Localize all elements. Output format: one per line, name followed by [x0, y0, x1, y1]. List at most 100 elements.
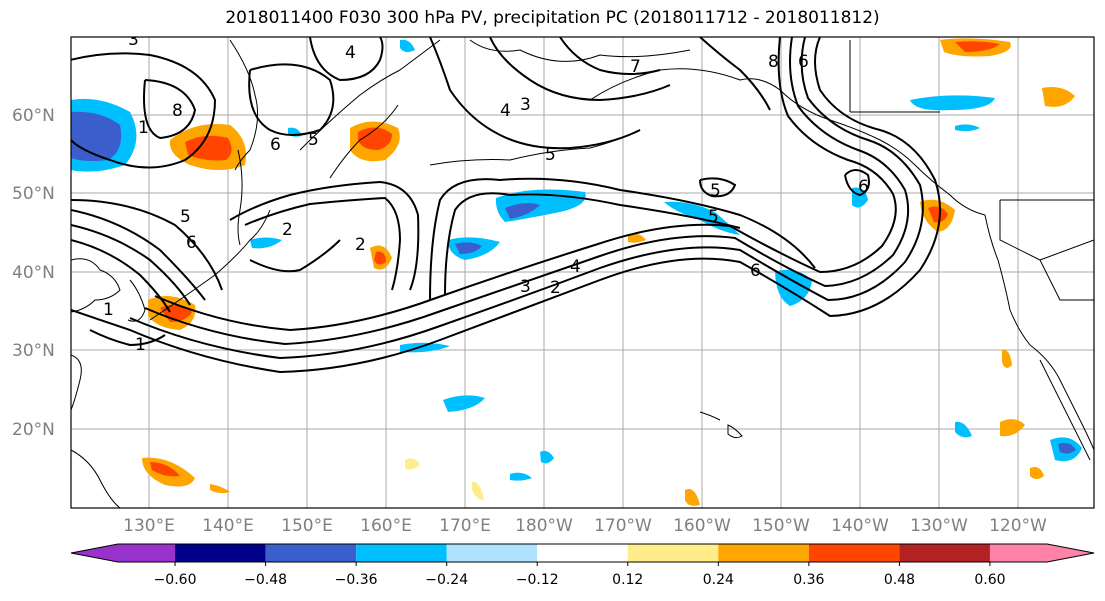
- colorbar-tick-label: 0.36: [793, 572, 824, 588]
- contour-label: 1: [103, 300, 114, 320]
- lon-label: 130°E: [123, 516, 175, 536]
- colorbar-segment: [175, 544, 266, 562]
- precip-negative-blob: [540, 450, 554, 464]
- contour-label: 5: [545, 145, 556, 165]
- lat-label: 50°N: [12, 184, 55, 204]
- contour-label: 6: [750, 261, 761, 281]
- russia-coastline: [229, 39, 259, 171]
- contour-label: 5: [180, 207, 191, 227]
- precip-positive-blob: [1030, 467, 1044, 479]
- precip-positive-core: [374, 251, 386, 265]
- colorbar-segment: [446, 544, 538, 562]
- lon-label: 160°E: [360, 516, 412, 536]
- precip-negative-blob: [250, 237, 282, 249]
- precip-positive-blob: [628, 233, 646, 243]
- precip-negative-blob: [510, 472, 532, 481]
- pv-contour: [444, 192, 741, 296]
- lat-label: 30°N: [12, 341, 55, 361]
- lat-label: 40°N: [12, 263, 55, 283]
- colorbar: −0.60 −0.48 −0.36 −0.24 −0.12 0.12 0.24 0.36 0.4…: [70, 543, 1095, 588]
- pv-contour: [429, 37, 641, 150]
- colorbar-tick-label: −0.36: [335, 572, 378, 588]
- pv-contour: [844, 169, 870, 197]
- precip-positive-blob: [210, 484, 230, 494]
- pv-contours: [71, 37, 941, 374]
- contour-label: 2: [550, 278, 561, 298]
- contour-label: 7: [630, 57, 641, 77]
- pv-contour: [71, 37, 941, 374]
- pv-contour: [309, 37, 384, 82]
- korea-coastline: [127, 279, 146, 322]
- pv-contour: [71, 224, 191, 306]
- pv-contour: [154, 37, 897, 332]
- pv-contour: [129, 37, 924, 360]
- kamchatka-coastline: [299, 69, 401, 151]
- contour-label: 1: [138, 118, 149, 138]
- precip-positive-core: [185, 135, 232, 161]
- asia-coastline: [71, 449, 121, 508]
- pv-contour: [71, 199, 223, 291]
- colorbar-tick-label: 0.48: [884, 572, 915, 588]
- precip-positive-core: [955, 41, 1000, 52]
- lon-label: 130°W: [910, 516, 968, 536]
- kamchatka-coastline: [329, 104, 399, 179]
- colorbar-segment: [265, 544, 357, 562]
- colorbar-extend-max: [1047, 544, 1094, 562]
- precip-positive-blob: [405, 458, 420, 470]
- colorbar-tick-label: 0.60: [974, 572, 1005, 588]
- contour-label: 6: [798, 52, 809, 72]
- lon-label: 160°W: [673, 516, 731, 536]
- lon-label: 120°W: [989, 516, 1047, 536]
- precip-positive-core: [928, 206, 948, 223]
- colorbar-tick-label: −0.24: [425, 572, 468, 588]
- contour-label: 2: [355, 235, 366, 255]
- pv-contour: [244, 196, 402, 291]
- lat-label: 20°N: [12, 420, 55, 440]
- contour-label: 3: [520, 277, 531, 297]
- precip-negative-core: [455, 242, 482, 254]
- colorbar-extend-min: [71, 544, 118, 562]
- pv-contour: [71, 239, 171, 313]
- colorbar-tick-label: 0.24: [703, 572, 734, 588]
- lat-label: 60°N: [12, 106, 55, 126]
- asia-coastline: [71, 354, 82, 411]
- us-state-borders: [999, 200, 1094, 301]
- colorbar-tick-label: 0.12: [612, 572, 643, 588]
- precip-positive-core: [358, 127, 392, 150]
- contour-label: 4: [345, 43, 356, 63]
- pv-contour: [71, 52, 217, 169]
- precip-negative-core: [1058, 442, 1076, 454]
- contour-label: 3: [128, 30, 139, 50]
- contour-label: 5: [710, 181, 721, 201]
- pv-contour: [429, 177, 816, 301]
- pv-contour: [143, 79, 197, 140]
- lon-label: 140°E: [202, 516, 254, 536]
- colorbar-segment: [899, 544, 990, 562]
- contour-label: 3: [520, 95, 531, 115]
- colorbar-segment: [537, 544, 628, 562]
- lon-label: 150°W: [752, 516, 810, 536]
- contour-labels: 3 4 5 6 7 8 6 5 4 3 2 1 1 2 5 6 5 4 3 2 …: [103, 30, 869, 355]
- longitude-labels: 130°E 140°E 150°E 160°E 170°E 180°W 170°…: [123, 516, 1047, 536]
- lon-label: 150°E: [281, 516, 333, 536]
- colorbar-tick-label: −0.48: [244, 572, 287, 588]
- precip-negative-core: [505, 203, 540, 219]
- colorbar-segment: [989, 544, 1047, 562]
- contour-label: 4: [570, 257, 581, 277]
- contour-label: 4: [500, 101, 511, 121]
- colorbar-segment: [718, 544, 809, 562]
- canada-border: [849, 40, 1094, 201]
- lon-label: 180°W: [515, 516, 573, 536]
- colorbar-segment: [118, 544, 176, 562]
- sakhalin-coastline: [237, 149, 243, 246]
- precip-positive-blob: [685, 489, 700, 506]
- pv-contour: [699, 37, 771, 111]
- japan-coastline: [149, 209, 271, 321]
- pv-contour: [229, 180, 420, 291]
- us-canada-coastline: [984, 214, 1094, 451]
- contour-label: 5: [708, 207, 719, 227]
- pv-contour: [559, 37, 661, 75]
- precip-positive-blob: [1042, 87, 1075, 107]
- colorbar-segment: [627, 544, 719, 562]
- pv-contour: [89, 329, 166, 347]
